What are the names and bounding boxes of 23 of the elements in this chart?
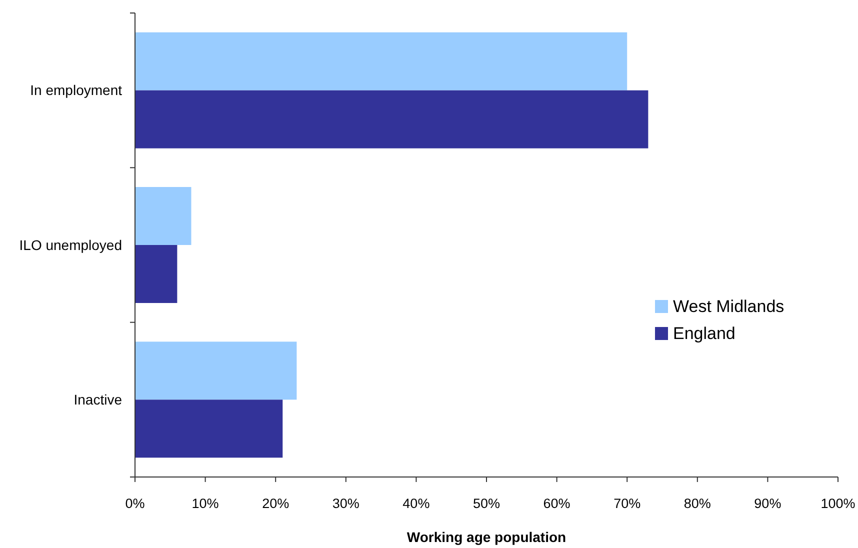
bar [135,245,178,303]
x-tick-label: 70% [614,496,641,511]
x-axis-title: Working age population [406,529,566,545]
y-tick-label: Inactive [74,392,122,408]
x-tick-label: 40% [402,496,430,511]
x-tick-label: 30% [332,496,360,511]
bar [135,90,648,148]
x-tick-label: 80% [684,496,711,511]
legend-label: West Midlands [673,297,784,316]
x-tick-label: 10% [192,496,219,511]
legend-label: England [673,324,736,343]
bar [135,342,297,400]
x-tick-label: 50% [472,496,500,511]
bar [135,187,192,245]
y-tick-label: In employment [30,82,122,98]
bar [135,400,283,458]
x-tick-label: 20% [262,496,290,511]
bar [135,32,628,90]
x-tick-label: 60% [543,496,570,511]
x-tick-label: 0% [125,496,145,511]
y-tick-label: ILO unemployed [19,236,122,253]
x-tick-label: 100% [820,496,856,511]
x-tick-label: 90% [754,496,782,511]
